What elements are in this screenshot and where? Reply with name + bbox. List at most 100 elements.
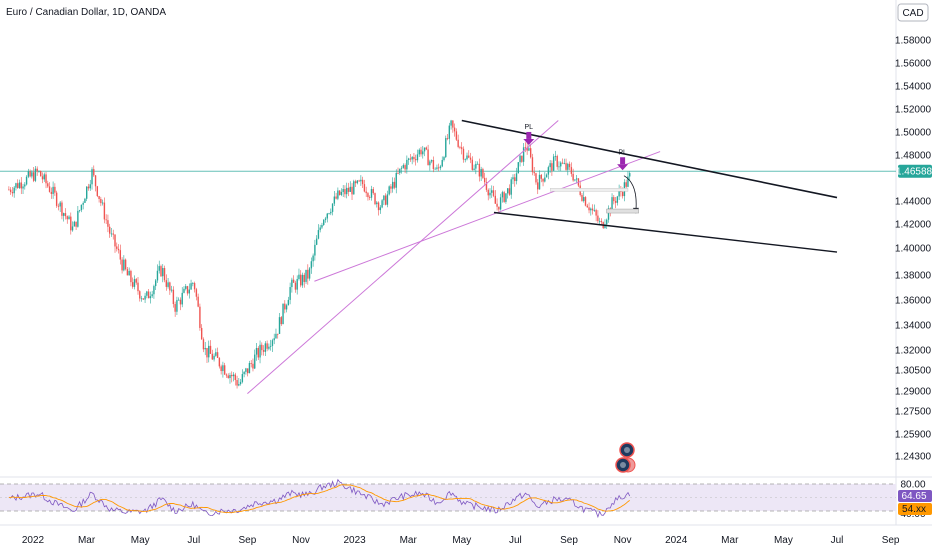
pivot-arrow-icon: [620, 157, 626, 165]
candle-body: [100, 198, 102, 204]
candle-body: [303, 274, 305, 282]
price-axis[interactable]: 1.58000 1.56000 1.54000 1.52000 1.50000 1.480…: [895, 36, 932, 463]
candle-body: [275, 333, 277, 339]
candle-body: [517, 162, 519, 174]
candle-body: [96, 186, 99, 197]
candle-body: [135, 279, 137, 283]
candle-body: [177, 299, 180, 301]
time-tick-label: Jul: [831, 535, 844, 546]
candle-body: [595, 210, 597, 216]
candle-body: [317, 230, 320, 239]
candle-body: [66, 216, 68, 220]
candle-body: [239, 381, 242, 385]
candle-body: [575, 178, 578, 180]
time-tick-label: Mar: [721, 535, 739, 546]
candle-body: [393, 181, 396, 188]
candle-body: [13, 187, 15, 194]
candle-body: [483, 177, 486, 183]
candle-body: [528, 148, 530, 151]
candle-body: [423, 147, 426, 152]
candle-body: [356, 180, 359, 184]
candle-body: [540, 174, 542, 179]
candle-body: [287, 299, 290, 306]
event-icon-dot: [624, 447, 630, 453]
candle-body: [404, 165, 406, 170]
candle-body: [390, 186, 392, 189]
candle-body: [611, 197, 613, 212]
candle-body: [50, 191, 53, 194]
candle-body: [397, 172, 399, 174]
candle-body: [499, 197, 502, 210]
candle-body: [170, 289, 173, 291]
candle-body: [547, 167, 550, 175]
candle-body: [73, 221, 76, 227]
rsi-value-badge: 64.65: [898, 490, 932, 502]
candle-body: [476, 163, 479, 165]
candle-body: [179, 299, 182, 305]
candle-body: [128, 270, 130, 276]
candle-body: [561, 162, 564, 164]
price-tick-label: 1.56000: [895, 59, 932, 70]
candle-body: [252, 363, 254, 369]
candle-body: [271, 340, 274, 346]
candle-body: [323, 219, 325, 226]
candle-body: [200, 327, 203, 340]
candle-body: [369, 197, 371, 198]
pivot-arrow-head: [523, 138, 535, 145]
event-icons[interactable]: [615, 442, 636, 473]
candle-body: [415, 159, 417, 161]
time-tick-label: 2024: [665, 535, 688, 546]
candle-body: [370, 189, 373, 198]
candle-body: [193, 283, 196, 290]
candle-body: [218, 357, 221, 367]
candle-body: [478, 163, 481, 177]
candle-body: [220, 366, 222, 372]
candle-body: [607, 208, 610, 220]
chart-title: Euro / Canadian Dollar, 1D, OANDA: [6, 7, 166, 18]
candle-body: [379, 207, 382, 211]
candle-body: [376, 202, 378, 205]
candle-body: [169, 282, 171, 291]
candle-body: [64, 213, 67, 217]
candle-body: [614, 201, 617, 203]
candle-body: [163, 268, 166, 281]
candle-body: [537, 182, 539, 190]
time-axis[interactable]: 2022 Mar May Jul Sep Nov 2023 Mar May Jul Sep Nov 20…: [22, 535, 900, 546]
candle-body: [126, 269, 129, 276]
price-tick-label: 1.29000: [895, 387, 932, 398]
candle-body: [208, 345, 210, 358]
candle-body: [245, 368, 247, 372]
candle-body: [40, 170, 42, 177]
candle-body: [229, 374, 231, 379]
candle-body: [117, 248, 120, 251]
time-tick-label: Sep: [239, 535, 257, 546]
candle-body: [107, 220, 109, 227]
candle-body: [47, 183, 49, 187]
time-tick-label: May: [131, 535, 150, 546]
candle-body: [506, 188, 509, 194]
candle-body: [616, 196, 619, 203]
candle-body: [116, 246, 118, 249]
candle-body: [531, 157, 534, 173]
time-tick-label: Sep: [560, 535, 578, 546]
candle-body: [346, 187, 348, 195]
candle-body: [480, 169, 482, 177]
candle-body: [133, 279, 136, 287]
candle-body: [261, 344, 263, 351]
candle-body: [158, 266, 160, 271]
rsi-ma-label: 54.xx: [902, 504, 926, 515]
candle-body: [105, 219, 107, 221]
candle-body: [360, 179, 362, 182]
candle-body: [213, 355, 215, 360]
currency-badge[interactable]: CAD: [897, 3, 929, 22]
candle-body: [524, 147, 527, 149]
candle-body: [78, 210, 81, 211]
candle-body: [36, 168, 38, 172]
candle-body: [563, 163, 565, 164]
candle-body: [93, 169, 95, 176]
candle-body: [489, 192, 491, 196]
candle-body: [535, 173, 537, 183]
candle-body: [593, 210, 596, 211]
candle-body: [538, 174, 541, 190]
